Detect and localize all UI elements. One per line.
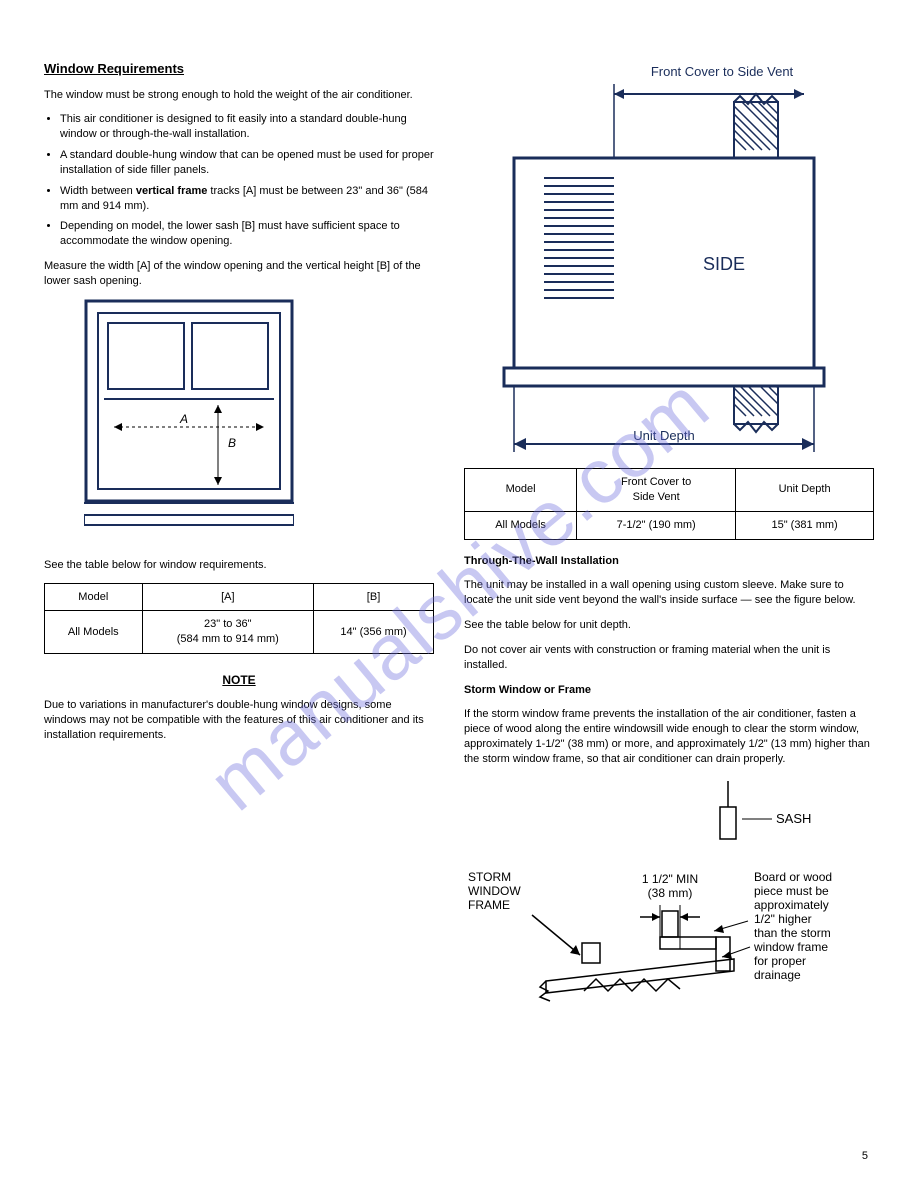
svg-text:B: B (228, 436, 236, 450)
note-body: Due to variations in manufacturer's doub… (44, 698, 434, 743)
svg-text:1/2" higher: 1/2" higher (754, 912, 812, 926)
storm-text: If the storm window frame prevents the i… (464, 707, 874, 766)
label-min: 1 1/2" MIN (642, 872, 698, 886)
label-side: SIDE (703, 254, 745, 274)
svg-text:window frame: window frame (753, 940, 828, 954)
dtab-h0: Model (465, 469, 577, 512)
wtab-h1: [A] (142, 583, 314, 611)
bullet-2: Width between vertical frame tracks [A] … (60, 184, 434, 214)
dtab-c1: 7-1/2" (190 mm) (577, 511, 736, 539)
measure-note: Measure the width [A] of the window open… (44, 259, 434, 289)
svg-text:(38 mm): (38 mm) (648, 886, 693, 900)
bullet-3: Depending on model, the lower sash [B] m… (60, 219, 434, 249)
tww-p0: The unit may be installed in a wall open… (464, 578, 874, 608)
svg-text:approximately: approximately (754, 898, 829, 912)
svg-text:FRAME: FRAME (468, 898, 510, 912)
wtab-c0: All Models (45, 611, 143, 654)
window-req-intro: The window must be strong enough to hold… (44, 88, 434, 103)
tww-p2: Do not cover air vents with construction… (464, 643, 874, 673)
dtab-h1: Front Cover to Side Vent (577, 469, 736, 512)
label-front-cover: Front Cover to Side Vent (651, 64, 794, 79)
storm-window-diagram: SASH STORM WINDOW FRAME 1 1/2" MIN (38 m… (464, 781, 874, 1101)
page-number: 5 (862, 1149, 868, 1164)
unit-depth-table: Model Front Cover to Side Vent Unit Dept… (464, 468, 874, 540)
bullet-1: A standard double-hung window that can b… (60, 148, 434, 178)
svg-text:A: A (179, 412, 188, 426)
storm-heading: Storm Window or Frame (464, 683, 874, 698)
wtab-h0: Model (45, 583, 143, 611)
svg-text:drainage: drainage (754, 968, 801, 982)
svg-text:WINDOW: WINDOW (468, 884, 521, 898)
dtab-c2: 15" (381 mm) (736, 511, 874, 539)
svg-text:for proper: for proper (754, 954, 806, 968)
svg-text:than the storm: than the storm (754, 926, 831, 940)
dtab-h2: Unit Depth (736, 469, 874, 512)
side-unit-diagram: Front Cover to Side Vent (464, 60, 874, 460)
note-heading: NOTE (44, 672, 434, 688)
label-storm-frame: STORM (468, 870, 511, 884)
bullet-0: This air conditioner is designed to fit … (60, 112, 434, 142)
svg-text:piece must be: piece must be (754, 884, 829, 898)
dtab-c0: All Models (465, 511, 577, 539)
see-table-note: See the table below for window requireme… (44, 558, 434, 573)
label-board-l1: Board or wood (754, 870, 832, 884)
wtab-c2: 14" (356 mm) (314, 611, 434, 654)
label-unit-depth: Unit Depth (633, 428, 694, 443)
tww-p1: See the table below for unit depth. (464, 618, 874, 633)
tww-heading: Through-The-Wall Installation (464, 554, 874, 569)
window-diagram: A B (84, 299, 434, 544)
window-req-bullets: This air conditioner is designed to fit … (44, 112, 434, 249)
label-sash: SASH (776, 811, 811, 826)
window-req-title: Window Requirements (44, 60, 434, 78)
window-dim-table: Model [A] [B] All Models 23" to 36" (584… (44, 583, 434, 655)
wtab-h2: [B] (314, 583, 434, 611)
wtab-c1: 23" to 36" (584 mm to 914 mm) (142, 611, 314, 654)
